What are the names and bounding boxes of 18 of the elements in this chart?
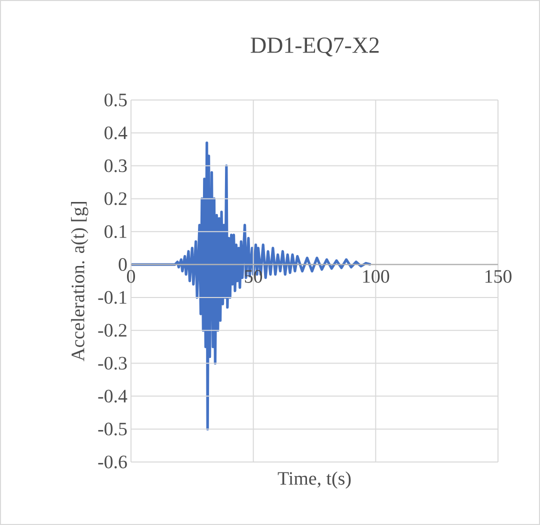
x-axis-title: Time, t(s) [278,472,351,489]
x-tick-label: 150 [485,270,512,283]
y-tick-label: 0.5 [104,94,127,106]
y-tick-label: -0.4 [98,390,128,403]
y-tick-label: -0.6 [98,456,127,468]
y-tick-label: -0.1 [98,291,126,304]
y-axis-title: Acceleration. a(t) [g] [71,202,88,362]
y-tick-label: 0 [118,258,127,271]
y-tick-label: -0.2 [98,324,126,337]
chart-title: DD1-EQ7-X2 [250,38,379,56]
y-tick-label: 0.4 [104,126,128,140]
y-tick-label: 0.3 [104,159,127,172]
y-tick-label: 0.2 [104,192,126,206]
y-tick-label: -0.3 [98,356,127,370]
x-tick-label: 100 [363,270,390,283]
y-tick-label: -0.5 [98,422,127,436]
x-tick-label: 0 [126,270,136,283]
y-tick-label: 0.1 [104,225,126,238]
